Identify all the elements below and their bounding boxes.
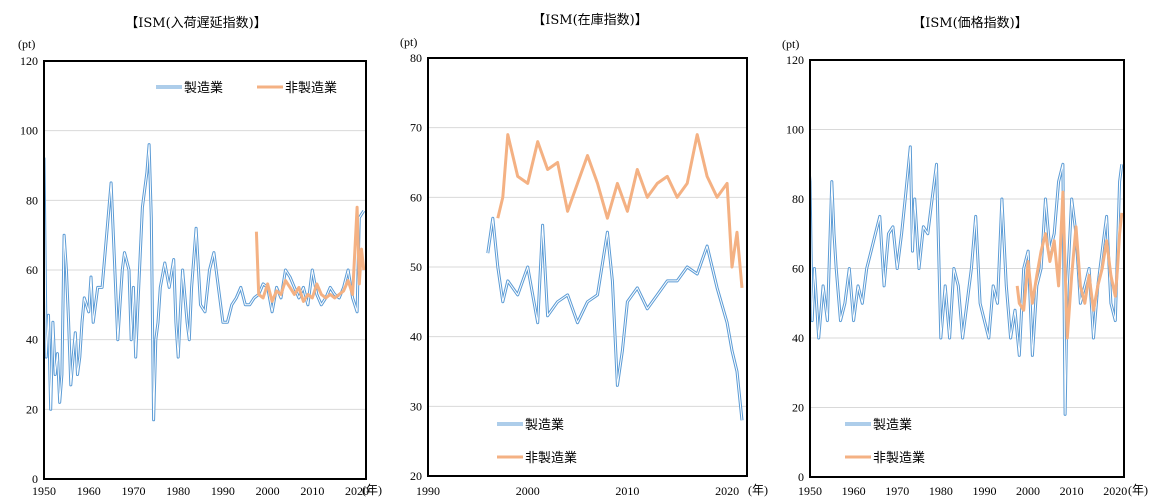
- chart-title: 【ISM(入荷遅延指数)】: [125, 16, 267, 31]
- series-line-inner: [810, 146, 1123, 415]
- chart-panel-2: 【ISM(在庫指数)】 (pt) 20 30 40 50 60 70 80 1990 2000 201…: [400, 13, 768, 498]
- x-axis-unit: (年): [362, 483, 382, 497]
- x-tick-label: 2020: [345, 484, 369, 498]
- legend-item-manufacturing: 製造業: [156, 80, 223, 96]
- y-tick-label: 0: [32, 472, 38, 486]
- legend-label: 製造業: [184, 80, 223, 96]
- series-non-manufacturing: [1015, 190, 1124, 340]
- series-manufacturing: [486, 216, 744, 421]
- series-non-manufacturing: [254, 205, 366, 303]
- legend-label: 非製造業: [873, 450, 925, 466]
- x-tick-label: 1980: [929, 484, 953, 498]
- x-tick-label: 2000: [1016, 484, 1040, 498]
- y-axis-unit: (pt): [782, 37, 799, 51]
- chart-title: 【ISM(価格指数)】: [912, 15, 1028, 31]
- legend-item-non-manufacturing: 非製造業: [257, 80, 337, 96]
- legend-label: 非製造業: [285, 80, 337, 96]
- x-tick-label: 1980: [166, 484, 190, 498]
- y-tick-label: 20: [410, 469, 422, 483]
- x-tick-label: 1990: [972, 484, 996, 498]
- y-tick-label: 30: [410, 399, 422, 413]
- plot-frame: [809, 59, 1125, 478]
- series-manufacturing: [810, 145, 1124, 416]
- y-tick-label: 50: [410, 260, 422, 274]
- y-tick-label: 70: [410, 121, 422, 135]
- plot-frame: [43, 60, 367, 480]
- plot-frame: [427, 57, 748, 477]
- y-tick-label: 60: [26, 263, 38, 277]
- y-axis-unit: (pt): [18, 37, 35, 51]
- y-tick-label: 100: [786, 123, 804, 137]
- y-tick-label: 40: [26, 333, 38, 347]
- x-tick-label: 1990: [416, 484, 440, 498]
- legend-label: 製造業: [525, 417, 564, 433]
- series-line-inner: [44, 144, 365, 421]
- series-line-inner: [487, 217, 743, 421]
- x-axis-unit: (年): [748, 483, 768, 497]
- y-axis-unit: (pt): [400, 35, 417, 49]
- x-tick-label: 1960: [842, 484, 866, 498]
- x-tick-label: 2010: [300, 484, 324, 498]
- x-axis-unit: (年): [1128, 483, 1148, 497]
- y-tick-label: 120: [20, 54, 38, 68]
- y-tick-label: 20: [26, 402, 38, 416]
- y-tick-label: 80: [410, 51, 422, 65]
- y-tick-label: 40: [792, 331, 804, 345]
- y-tick-label: 60: [792, 262, 804, 276]
- series-non-manufacturing: [496, 133, 744, 289]
- x-tick-label: 1970: [885, 484, 909, 498]
- chart-title: 【ISM(在庫指数)】: [532, 13, 648, 28]
- chart-panel-3: 【ISM(価格指数)】 (pt) 0 20 40 60 80 100 120 1950 1960 19…: [782, 15, 1148, 498]
- x-tick-label: 2000: [256, 484, 280, 498]
- y-tick-label: 40: [410, 330, 422, 344]
- legend-label: 非製造業: [525, 450, 577, 466]
- legend-item-non-manufacturing: 非製造業: [845, 450, 925, 466]
- x-tick-label: 1990: [211, 484, 235, 498]
- y-tick-label: 100: [20, 124, 38, 138]
- x-tick-label: 1970: [121, 484, 145, 498]
- x-tick-label: 2010: [1060, 484, 1084, 498]
- chart-panel-1: 【ISM(入荷遅延指数)】 (pt) 0 20 40 60 80 100 120 1950 1960…: [18, 16, 382, 498]
- legend-item-manufacturing: 製造業: [497, 417, 564, 433]
- x-tick-label: 2020: [715, 484, 739, 498]
- legend-item-non-manufacturing: 非製造業: [497, 450, 577, 466]
- legend-label: 製造業: [873, 417, 912, 433]
- series-line-outer: [486, 216, 744, 421]
- series-line: [496, 133, 744, 289]
- legend-item-manufacturing: 製造業: [845, 417, 912, 433]
- y-tick-label: 120: [786, 53, 804, 67]
- y-tick-label: 80: [26, 193, 38, 207]
- series-manufacturing: [44, 143, 366, 422]
- x-tick-label: 2000: [516, 484, 540, 498]
- y-tick-label: 20: [792, 401, 804, 415]
- series-line: [1015, 190, 1124, 340]
- x-tick-label: 2020: [1103, 484, 1127, 498]
- y-tick-label: 60: [410, 190, 422, 204]
- series-line-outer: [810, 145, 1124, 416]
- y-tick-label: 80: [792, 192, 804, 206]
- x-tick-label: 1960: [77, 484, 101, 498]
- x-tick-label: 1950: [32, 484, 56, 498]
- x-tick-label: 1950: [798, 484, 822, 498]
- y-tick-label: 0: [798, 470, 804, 484]
- series-line: [254, 205, 366, 303]
- x-tick-label: 2010: [615, 484, 639, 498]
